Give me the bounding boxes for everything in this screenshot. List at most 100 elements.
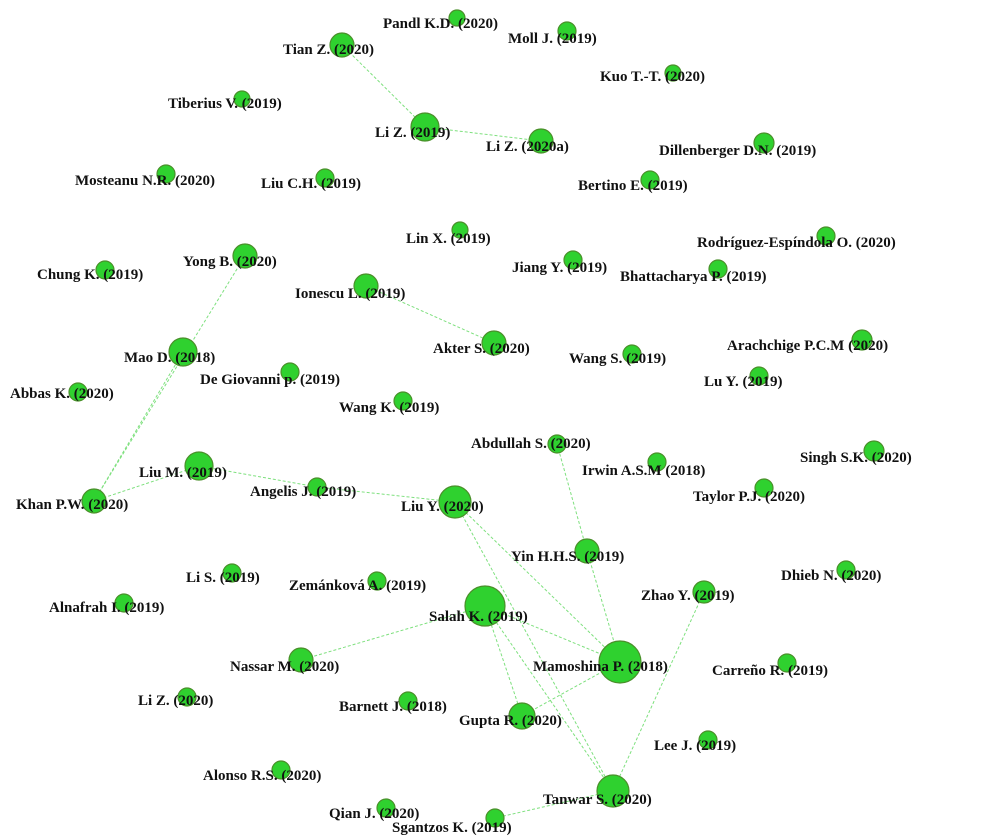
node-tanwar[interactable]: [596, 774, 630, 808]
node-abdullah[interactable]: [547, 434, 567, 454]
node-barnett[interactable]: [398, 691, 418, 711]
node-bertino[interactable]: [640, 170, 660, 190]
node-gupta[interactable]: [508, 702, 536, 730]
node-irwin[interactable]: [647, 452, 667, 472]
node-label-mao: Mao D. (2018): [124, 350, 215, 366]
edge-salah-nassar: [300, 605, 486, 661]
node-label-khan: Khan P.W. (2020): [16, 497, 128, 513]
edge-tanwar-sgantzos: [494, 790, 614, 819]
edge-khan-lium: [93, 465, 200, 502]
edge-yong-khan: [93, 255, 246, 502]
edge-liuy-mamoshina: [454, 501, 621, 663]
node-label-bertino: Bertino E. (2019): [578, 178, 688, 194]
node-label-liuch: Liu C.H. (2019): [261, 176, 361, 192]
node-lium[interactable]: [184, 451, 214, 481]
node-lis[interactable]: [222, 563, 242, 583]
node-dillenberger[interactable]: [753, 132, 775, 154]
node-label-sgantzos: Sgantzos K. (2019): [392, 820, 512, 836]
node-label-luy: Lu Y. (2019): [704, 374, 783, 390]
node-label-dhieb: Dhieb N. (2020): [781, 568, 881, 584]
node-arachchige[interactable]: [851, 329, 873, 351]
node-label-liz2020: Li Z. (2020): [138, 693, 213, 709]
node-label-liz2019: Li Z. (2019): [375, 125, 450, 141]
node-alnafrah[interactable]: [114, 593, 134, 613]
node-label-arachchige: Arachchige P.C.M (2020): [727, 338, 888, 354]
node-qian[interactable]: [376, 798, 396, 818]
edge-ionescu-akter: [365, 285, 495, 344]
node-label-linx: Lin X. (2019): [406, 231, 491, 247]
node-salah[interactable]: [464, 585, 506, 627]
node-label-angelis: Angelis J. (2019): [250, 484, 356, 500]
node-rodriguez[interactable]: [816, 226, 836, 246]
node-label-lium: Liu M. (2019): [139, 465, 227, 481]
node-label-mamoshina: Mamoshina P. (2018): [533, 659, 668, 675]
node-mamoshina[interactable]: [598, 640, 642, 684]
node-singh[interactable]: [863, 440, 885, 462]
node-label-pandl: Pandl K.D. (2020): [383, 16, 498, 32]
node-khan[interactable]: [81, 488, 107, 514]
label-layer: Pandl K.D. (2020) Moll J. (2019) Tian Z. (…: [10, 16, 912, 836]
node-taylor[interactable]: [754, 478, 774, 498]
node-carreno[interactable]: [777, 653, 797, 673]
node-kuo[interactable]: [664, 64, 682, 82]
node-label-barnett: Barnett J. (2018): [339, 699, 447, 715]
node-zemankova[interactable]: [367, 571, 387, 591]
node-liz2020[interactable]: [177, 687, 197, 707]
node-pandl[interactable]: [448, 9, 466, 27]
node-label-yong: Yong B. (2020): [183, 254, 277, 270]
node-akter[interactable]: [481, 330, 507, 356]
node-liz2020a[interactable]: [528, 128, 554, 154]
node-angelis[interactable]: [307, 477, 327, 497]
node-bhattacharya[interactable]: [708, 259, 728, 279]
node-label-irwin: Irwin A.S.M (2018): [582, 463, 705, 479]
edge-salah-mamoshina: [484, 605, 621, 663]
node-dhieb[interactable]: [836, 560, 856, 580]
node-mosteanu[interactable]: [156, 164, 176, 184]
node-label-nassar: Nassar M. (2020): [230, 659, 339, 675]
node-leej[interactable]: [698, 730, 718, 750]
node-wangk[interactable]: [393, 391, 413, 411]
node-linx[interactable]: [451, 221, 469, 239]
node-layer: [68, 9, 885, 828]
node-label-alnafrah: Alnafrah I. (2019): [49, 600, 164, 616]
edge-salah-gupta: [484, 605, 523, 717]
node-label-wangk: Wang K. (2019): [339, 400, 439, 416]
node-label-leej: Lee J. (2019): [654, 738, 736, 754]
node-tian[interactable]: [329, 32, 355, 58]
node-label-rodriguez: Rodríguez-Espíndola O. (2020): [697, 235, 896, 251]
node-label-ionescu: Ionescu L. (2019): [295, 286, 405, 302]
node-label-moll: Moll J. (2019): [508, 31, 597, 47]
node-label-chung: Chung K. (2019): [37, 267, 143, 283]
node-luy[interactable]: [749, 366, 769, 386]
node-label-tanwar: Tanwar S. (2020): [543, 792, 652, 808]
node-liz2019[interactable]: [410, 112, 440, 142]
node-tiberius[interactable]: [233, 90, 251, 108]
node-label-lis: Li S. (2019): [186, 570, 260, 586]
node-label-alonso: Alonso R.S. (2020): [203, 768, 321, 784]
node-wangs[interactable]: [622, 344, 642, 364]
node-label-abbas: Abbas K. (2020): [10, 386, 114, 402]
node-liuch[interactable]: [315, 168, 335, 188]
node-chung[interactable]: [95, 260, 115, 280]
node-yong[interactable]: [232, 243, 258, 269]
edge-tian-liz2019: [341, 44, 426, 128]
node-degiovanni[interactable]: [280, 362, 300, 382]
node-abbas[interactable]: [68, 382, 88, 402]
node-label-zhao: Zhao Y. (2019): [641, 588, 735, 604]
node-sgantzos[interactable]: [485, 808, 505, 828]
node-moll[interactable]: [557, 21, 577, 41]
node-yin[interactable]: [574, 538, 600, 564]
node-mao[interactable]: [168, 337, 198, 367]
node-alonso[interactable]: [271, 760, 291, 780]
node-label-liz2020a: Li Z. (2020a): [486, 139, 569, 155]
node-jiang[interactable]: [563, 250, 583, 270]
node-ionescu[interactable]: [353, 273, 379, 299]
node-zhao[interactable]: [692, 580, 716, 604]
node-label-bhattacharya: Bhattacharya P. (2019): [620, 269, 767, 285]
node-nassar[interactable]: [288, 647, 314, 673]
node-label-taylor: Taylor P.J. (2020): [693, 489, 805, 505]
edge-zhao-tanwar: [612, 591, 705, 792]
edge-gupta-mamoshina: [521, 661, 621, 717]
node-liuy[interactable]: [438, 485, 472, 519]
